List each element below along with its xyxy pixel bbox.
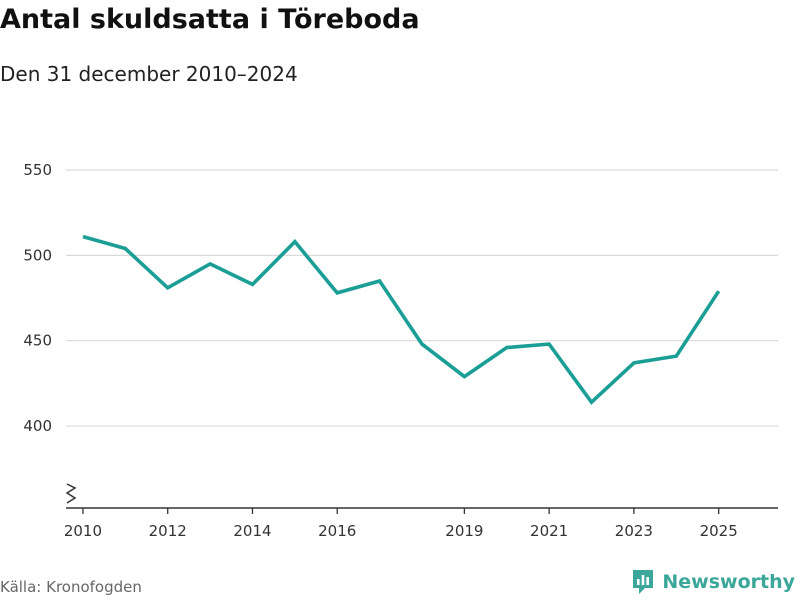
axes xyxy=(65,483,778,514)
x-tick-label: 2021 xyxy=(530,522,568,540)
source-note: Källa: Kronofogden xyxy=(0,578,142,596)
y-tick-label: 550 xyxy=(23,161,52,179)
series-line xyxy=(82,234,721,405)
axis-break-zigzag-icon xyxy=(65,483,77,504)
y-tick-label: 450 xyxy=(23,332,52,350)
x-tick-label: 2019 xyxy=(445,522,483,540)
brand-name: Newsworthy xyxy=(662,571,795,593)
y-tick-label: 400 xyxy=(23,417,52,435)
chart-title: Antal skuldsatta i Töreboda xyxy=(0,4,420,35)
newsworthy-logo-icon xyxy=(633,570,654,594)
x-tick-label: 2025 xyxy=(700,522,738,540)
x-tick-label: 2010 xyxy=(64,522,102,540)
x-tick-label: 2016 xyxy=(318,522,356,540)
gridlines xyxy=(66,169,778,427)
x-tick-label: 2023 xyxy=(615,522,653,540)
brand: Newsworthy xyxy=(631,568,795,596)
series-layer xyxy=(82,234,721,405)
chart-subtitle: Den 31 december 2010–2024 xyxy=(0,62,298,86)
y-tick-label: 500 xyxy=(23,246,52,264)
tick-labels: 550 500 450 400 2010 2012 2014 2016 2019 2021 2023… xyxy=(23,161,737,540)
x-tick-label: 2012 xyxy=(149,522,187,540)
x-tick-label: 2014 xyxy=(233,522,271,540)
